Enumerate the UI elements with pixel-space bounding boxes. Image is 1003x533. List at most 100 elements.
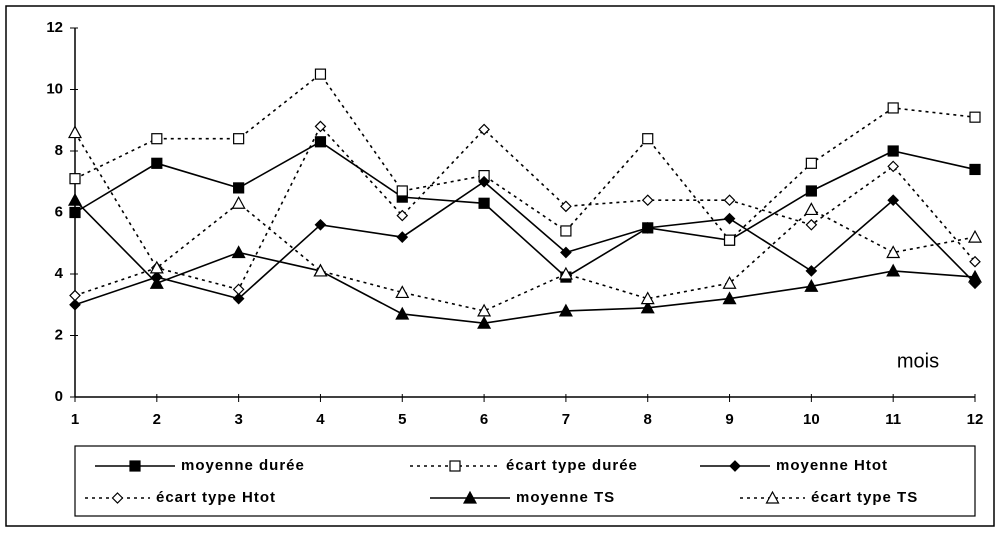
marker: [969, 163, 981, 176]
marker: [887, 145, 899, 157]
marker: [231, 245, 246, 259]
marker: [478, 197, 490, 209]
marker: [887, 160, 900, 173]
marker: [233, 182, 245, 194]
legend-label: écart type TS: [811, 489, 918, 506]
x-tick-label: 8: [644, 411, 652, 428]
marker: [149, 275, 164, 289]
x-tick-label: 4: [316, 411, 325, 428]
series-line: [74, 132, 976, 312]
marker: [232, 283, 245, 296]
marker: [804, 202, 819, 216]
marker: [313, 263, 328, 277]
marker: [805, 218, 818, 231]
x-tick-label: 11: [885, 411, 901, 428]
legend-label: moyenne TS: [516, 489, 615, 506]
legend-label: moyenne Htot: [776, 457, 888, 474]
marker: [722, 275, 737, 289]
marker: [558, 266, 573, 280]
marker: [67, 125, 83, 139]
marker: [314, 218, 327, 231]
marker: [478, 175, 490, 188]
marker: [395, 306, 410, 320]
legend-label: écart type Htot: [156, 489, 276, 506]
x-tick-label: 3: [234, 411, 242, 428]
y-tick-label: 2: [55, 326, 63, 343]
marker: [477, 303, 492, 317]
y-tick-label: 6: [55, 203, 63, 220]
series-line: [74, 199, 976, 325]
marker: [886, 245, 901, 259]
marker: [887, 194, 900, 207]
legend-marker: [729, 460, 741, 472]
y-tick-label: 10: [46, 80, 63, 97]
legend-marker: [449, 460, 461, 472]
marker: [804, 279, 819, 292]
series-line: [74, 140, 976, 279]
marker: [967, 269, 983, 283]
marker: [69, 206, 81, 219]
legend-marker: [111, 492, 124, 504]
marker: [641, 222, 654, 234]
series-line: [74, 125, 976, 297]
marker: [478, 123, 490, 136]
marker: [560, 200, 572, 213]
legend-marker: [462, 490, 478, 504]
marker: [723, 234, 736, 246]
legend-marker: [129, 460, 141, 472]
marker: [67, 192, 83, 206]
marker: [232, 292, 245, 305]
x-tick-label: 9: [725, 411, 733, 428]
marker: [314, 136, 327, 148]
marker: [642, 133, 654, 145]
x-tick-label: 12: [967, 411, 984, 428]
marker: [560, 246, 572, 259]
marker: [969, 255, 981, 268]
marker: [69, 173, 81, 185]
marker: [231, 196, 246, 209]
x-tick-label: 2: [153, 411, 161, 428]
marker: [558, 303, 573, 317]
x-tick-label: 5: [398, 411, 406, 428]
marker: [723, 194, 736, 207]
marker: [151, 157, 163, 169]
marker: [69, 298, 81, 311]
marker: [395, 285, 410, 299]
y-tick-label: 8: [55, 142, 63, 159]
marker: [723, 212, 736, 225]
y-tick-label: 12: [46, 19, 63, 36]
marker: [640, 300, 655, 314]
legend-label: écart type durée: [506, 457, 638, 474]
marker: [396, 231, 409, 243]
marker: [887, 102, 899, 114]
series-line: [74, 72, 976, 242]
marker: [969, 111, 981, 123]
series-line: [74, 180, 976, 306]
marker: [396, 185, 408, 197]
marker: [886, 263, 901, 277]
marker: [722, 291, 737, 305]
x-tick-label: 6: [480, 411, 488, 428]
legend-marker: [765, 490, 780, 504]
x-axis-label: mois: [897, 350, 939, 372]
marker: [314, 68, 327, 80]
marker: [560, 225, 572, 237]
legend-box: [74, 445, 976, 517]
x-tick-label: 7: [562, 411, 570, 428]
y-tick-label: 4: [55, 265, 64, 282]
marker: [477, 315, 492, 329]
marker: [396, 209, 409, 222]
marker: [805, 157, 817, 169]
marker: [314, 120, 327, 133]
marker: [640, 291, 655, 305]
y-tick-label: 0: [55, 388, 63, 405]
frame: [5, 5, 995, 527]
marker: [641, 194, 654, 207]
marker: [805, 185, 817, 197]
marker: [149, 260, 164, 274]
marker: [233, 133, 245, 145]
marker: [69, 289, 81, 302]
marker: [151, 133, 163, 145]
x-tick-label: 1: [71, 411, 79, 428]
